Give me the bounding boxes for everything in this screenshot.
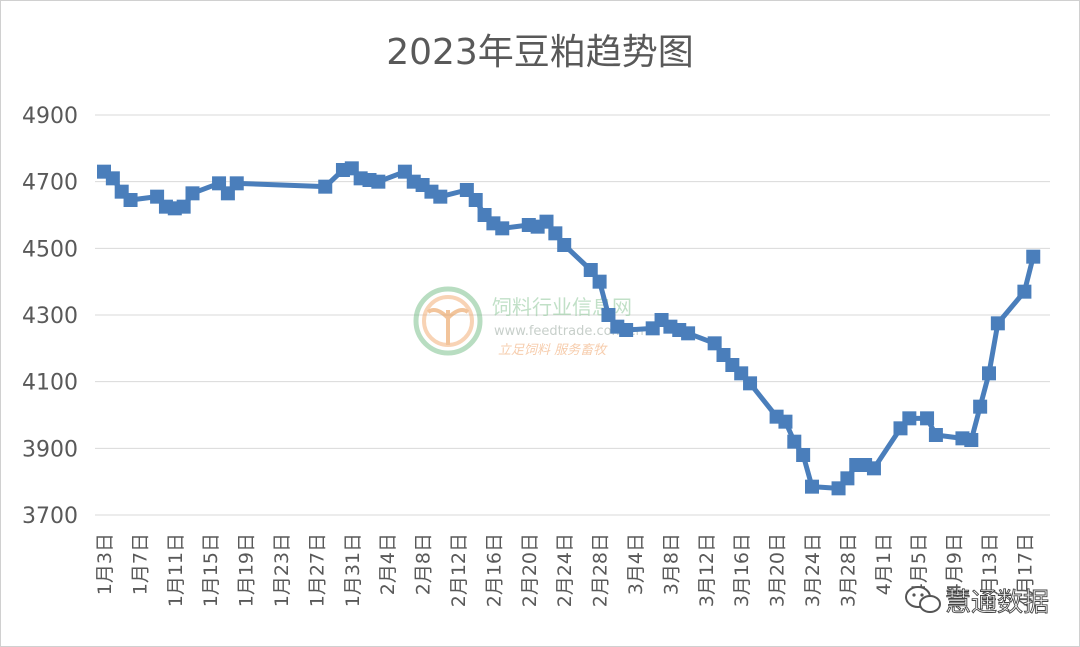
y-tick-label: 4300 xyxy=(22,304,78,329)
x-tick-label: 2月16日 xyxy=(483,533,505,607)
data-point xyxy=(778,414,793,429)
data-point xyxy=(840,471,855,486)
data-point xyxy=(866,461,881,476)
data-point xyxy=(1026,249,1041,264)
data-point xyxy=(920,411,935,426)
data-point xyxy=(185,186,200,201)
data-point xyxy=(681,326,696,341)
x-tick-label: 1月31日 xyxy=(342,533,364,607)
data-point xyxy=(433,189,448,204)
data-point xyxy=(973,399,988,414)
y-tick-label: 3900 xyxy=(22,437,78,462)
x-tick-label: 3月16日 xyxy=(731,533,753,607)
watermark: 饲料行业信息网 www.feedtrade.com.cn 立足饲料 服务畜牧 xyxy=(413,286,644,358)
x-tick-label: 4月9日 xyxy=(944,533,966,595)
data-point xyxy=(743,376,758,391)
data-point xyxy=(495,221,510,236)
data-point xyxy=(796,448,811,462)
data-point xyxy=(787,434,802,449)
y-tick-label: 4700 xyxy=(22,171,78,196)
data-point xyxy=(982,366,996,381)
watermark-url: www.feedtrade.com.cn xyxy=(494,324,644,339)
data-point xyxy=(928,428,943,442)
chart-title: 2023年豆粕趋势图 xyxy=(386,32,694,73)
x-tick-label: 1月7日 xyxy=(129,533,151,595)
badge-text: 慧通数据 xyxy=(945,588,1049,618)
data-point xyxy=(539,214,554,229)
data-point xyxy=(990,316,1005,331)
data-point xyxy=(105,171,120,186)
x-tick-label: 4月13日 xyxy=(979,533,1001,607)
x-tick-label: 1月15日 xyxy=(200,533,222,607)
x-tick-label: 4月17日 xyxy=(1014,533,1036,607)
x-tick-label: 3月8日 xyxy=(660,533,682,595)
y-axis-ticks: 3700 3900 4100 4300 4500 4700 4900 xyxy=(22,104,78,529)
data-point xyxy=(805,479,819,494)
x-tick-label: 4月1日 xyxy=(873,533,895,595)
x-tick-label: 3月20日 xyxy=(767,533,789,607)
x-tick-label: 1月23日 xyxy=(271,533,293,607)
data-point xyxy=(176,199,191,214)
x-tick-label: 1月27日 xyxy=(306,533,328,607)
x-tick-label: 3月24日 xyxy=(802,533,824,607)
x-tick-label: 2月4日 xyxy=(377,533,399,595)
source-badge: 慧通数据 xyxy=(905,586,1049,618)
data-point xyxy=(468,193,483,207)
y-tick-label: 4900 xyxy=(22,104,78,129)
x-tick-label: 2月8日 xyxy=(413,533,435,595)
x-tick-label: 3月4日 xyxy=(625,533,647,595)
data-point xyxy=(601,308,616,322)
x-tick-label: 1月19日 xyxy=(236,533,258,607)
y-tick-label: 4100 xyxy=(22,371,78,396)
x-tick-label: 2月24日 xyxy=(554,533,576,607)
data-point xyxy=(583,263,598,277)
x-tick-label: 1月3日 xyxy=(94,533,116,595)
x-tick-label: 3月28日 xyxy=(837,533,859,607)
x-tick-label: 1月11日 xyxy=(165,533,187,607)
x-tick-label: 2月12日 xyxy=(448,533,470,607)
data-point xyxy=(371,174,386,189)
x-tick-label: 2月28日 xyxy=(590,533,612,607)
x-tick-label: 3月12日 xyxy=(696,533,718,607)
x-tick-label: 2月20日 xyxy=(519,533,541,607)
data-point xyxy=(548,226,563,241)
y-tick-label: 4500 xyxy=(22,237,78,262)
watermark-logo-icon xyxy=(413,286,483,356)
wechat-icon xyxy=(905,586,941,613)
x-axis-ticks: 1月3日 1月7日 1月11日 1月15日 1月19日 1月23日 1月27日 1月31日 2月… xyxy=(94,533,1036,607)
data-point xyxy=(123,193,138,207)
x-tick-label: 4月5日 xyxy=(908,533,930,595)
series-line-group xyxy=(97,161,1041,496)
watermark-slogan: 立足饲料 服务畜牧 xyxy=(498,342,608,358)
data-point xyxy=(707,336,722,351)
y-tick-label: 3700 xyxy=(22,504,78,529)
data-point xyxy=(902,411,917,426)
data-point xyxy=(557,238,572,252)
data-point xyxy=(229,176,244,191)
data-point xyxy=(619,323,634,337)
data-point xyxy=(964,433,979,447)
data-point xyxy=(1017,284,1032,299)
data-point xyxy=(592,274,607,289)
data-point xyxy=(318,179,333,194)
